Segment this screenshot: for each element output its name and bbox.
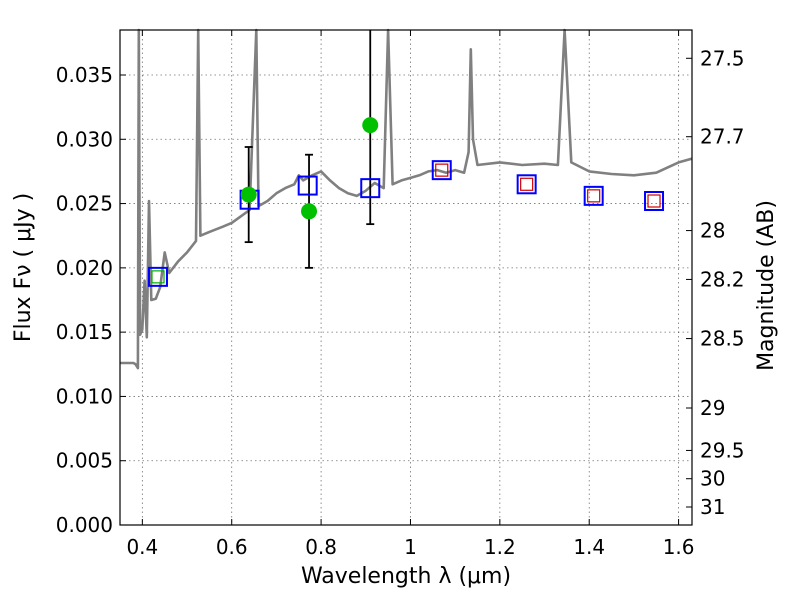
model-photometry-square [360, 178, 381, 199]
error-bar-layer [244, 30, 375, 269]
y-tick-label: 0.020 [56, 256, 113, 280]
y2-tick-label: 30 [700, 467, 725, 491]
y-tick-label: 0.005 [56, 449, 113, 473]
y2-tick-label: 28.2 [700, 267, 745, 291]
photometry-inner-square [587, 189, 601, 203]
observed-flux-point [301, 203, 318, 220]
tick-labels: 0.4 0.6 0.8 1 1.2 1.4 1.6 0.000 0.005 0.010 0.015 0… [56, 46, 745, 559]
y2-tick-label: 29.5 [700, 438, 745, 462]
y-tick-label: 0.010 [56, 384, 113, 408]
x-tick-label: 1 [404, 535, 417, 559]
y2-axis-label: Magnitude (AB) [754, 200, 779, 371]
y-tick-label: 0.000 [56, 513, 113, 537]
y-tick-label: 0.035 [56, 63, 113, 87]
observed-flux-point [240, 186, 257, 203]
photometry-inner-square [435, 163, 449, 177]
photometry-inner-square [647, 194, 661, 208]
tick-marks [120, 30, 692, 526]
y-tick-label: 0.030 [56, 127, 113, 151]
x-axis-label: Wavelength λ (μm) [301, 564, 511, 589]
y-tick-label: 0.025 [56, 192, 113, 216]
model-photometry-square [644, 191, 665, 211]
x-tick-label: 1.6 [663, 535, 695, 559]
model-photometry-square [297, 175, 318, 196]
y2-tick-label: 28.5 [700, 327, 745, 351]
y2-tick-label: 28 [700, 219, 725, 243]
data-points-layer [147, 117, 665, 287]
grid [120, 30, 692, 526]
x-tick-label: 0.6 [216, 535, 248, 559]
model-photometry-square [516, 174, 537, 195]
model-photometry-square [583, 185, 604, 206]
observed-flux-point [362, 117, 379, 134]
x-tick-label: 0.4 [126, 535, 158, 559]
y2-tick-label: 31 [700, 495, 725, 519]
y2-tick-label: 27.5 [700, 46, 745, 70]
photometry-inner-square [520, 177, 534, 191]
model-spectrum-line [120, 28, 693, 370]
model-photometry-square [147, 266, 168, 287]
model-spectrum-layer [120, 28, 693, 370]
x-tick-label: 1.4 [573, 535, 605, 559]
y2-tick-label: 29 [700, 396, 725, 420]
model-photometry-square [431, 160, 452, 181]
y2-tick-label: 27.7 [700, 125, 745, 149]
y-tick-label: 0.015 [56, 320, 113, 344]
y-axis-label: Flux Fν ( μJy ) [11, 193, 36, 342]
x-tick-label: 0.8 [305, 535, 337, 559]
photometry-inner-square [151, 270, 165, 284]
plot-frame [119, 29, 693, 526]
x-tick-label: 1.2 [484, 535, 516, 559]
